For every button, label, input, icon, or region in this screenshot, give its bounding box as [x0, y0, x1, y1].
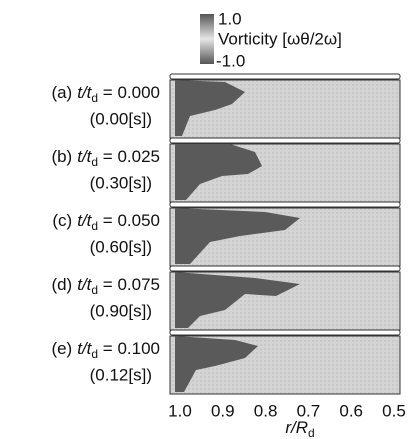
panel-label: (b) t/td = 0.025	[51, 147, 160, 169]
x-tick-label: 0.5	[382, 401, 406, 420]
panel-time: (0.00[s])	[90, 109, 152, 128]
x-tick-label: 0.8	[254, 401, 278, 420]
colorbar-label: Vorticity [ωθ/2ω]	[218, 29, 342, 48]
time-symbol: t/t	[77, 211, 92, 230]
vortex-region	[175, 336, 258, 392]
vortex-region	[175, 208, 300, 264]
colorbar	[200, 14, 214, 64]
x-tick-label: 0.7	[297, 401, 321, 420]
x-tick-label: 0.9	[211, 401, 235, 420]
time-symbol: t/t	[77, 275, 92, 294]
x-tick-label: 1.0	[168, 401, 192, 420]
panel-value: = 0.000	[98, 83, 160, 102]
x-axis-label: r/Rd	[285, 418, 314, 439]
x-axis-label-subscript: d	[308, 426, 315, 439]
panel-label: (c) t/td = 0.050	[52, 211, 160, 233]
time-subscript: d	[91, 219, 98, 233]
panel-value: = 0.025	[98, 147, 160, 166]
panel-value: = 0.100	[98, 339, 160, 358]
x-tick-label: 0.6	[339, 401, 363, 420]
time-symbol: t/t	[77, 339, 92, 358]
colorbar-min: -1.0	[216, 51, 245, 70]
panel-letter: (b)	[51, 147, 72, 166]
panel-value: = 0.075	[98, 275, 160, 294]
panel-strip	[169, 329, 401, 336]
panel-strip	[169, 265, 401, 272]
vortex-region	[175, 144, 262, 200]
vortex-region	[175, 272, 300, 328]
time-subscript: d	[91, 283, 98, 297]
time-symbol: t/t	[77, 147, 92, 166]
panel-strip	[169, 137, 401, 144]
panel-letter: (d)	[51, 275, 72, 294]
colorbar-max: 1.0	[218, 9, 242, 28]
panel-letter: (a)	[51, 83, 72, 102]
panel-label: (e) t/td = 0.100	[51, 339, 160, 361]
time-subscript: d	[91, 91, 98, 105]
time-subscript: d	[91, 347, 98, 361]
time-symbol: t/t	[77, 83, 92, 102]
panel-value: = 0.050	[98, 211, 160, 230]
panel-time: (0.12[s])	[90, 365, 152, 384]
panel-letter: (c)	[52, 211, 72, 230]
time-subscript: d	[91, 155, 98, 169]
x-axis-label-main: r/R	[285, 418, 308, 437]
panel-time: (0.30[s])	[90, 173, 152, 192]
panel-time: (0.90[s])	[90, 301, 152, 320]
panel-letter: (e)	[51, 339, 72, 358]
panel-label: (a) t/td = 0.000	[51, 83, 160, 105]
panel-strip	[169, 73, 401, 80]
panel-label: (d) t/td = 0.075	[51, 275, 160, 297]
panel-strip	[169, 201, 401, 208]
vortex-region	[175, 80, 245, 136]
panel-time: (0.60[s])	[90, 237, 152, 256]
